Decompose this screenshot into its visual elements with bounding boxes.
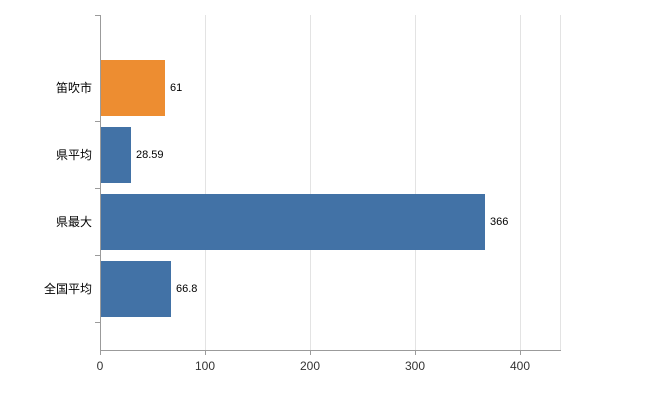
gridline — [415, 15, 416, 350]
bar — [101, 261, 171, 317]
bar-value-label: 28.59 — [136, 149, 164, 161]
y-axis-tick — [95, 188, 100, 189]
gridline — [205, 15, 206, 350]
x-axis-tick — [520, 350, 521, 355]
gridline — [520, 15, 521, 350]
bar — [101, 127, 131, 183]
x-tick-label: 100 — [194, 359, 216, 373]
gridline — [310, 15, 311, 350]
bar-value-label: 66.8 — [176, 283, 198, 295]
x-tick-label: 0 — [96, 359, 104, 373]
bar — [101, 60, 165, 116]
x-tick-label: 200 — [299, 359, 321, 373]
x-axis-tick — [205, 350, 206, 355]
y-axis-tick — [95, 121, 100, 122]
plot-right-border — [560, 15, 561, 350]
x-axis-tick — [415, 350, 416, 355]
bar-value-label: 366 — [490, 216, 509, 228]
y-axis-tick — [95, 15, 100, 16]
category-label: 県平均 — [55, 148, 92, 162]
x-tick-label: 400 — [509, 359, 531, 373]
category-label: 全国平均 — [43, 282, 92, 296]
y-axis-line — [100, 15, 101, 351]
category-label: 県最大 — [55, 215, 92, 229]
x-axis-tick — [310, 350, 311, 355]
y-axis-tick — [95, 322, 100, 323]
bar-value-label: 61 — [170, 82, 183, 94]
x-axis-line — [100, 350, 561, 351]
bar — [101, 194, 485, 250]
category-label: 笛吹市 — [55, 81, 92, 95]
y-axis-tick — [95, 255, 100, 256]
x-axis-tick — [100, 350, 101, 355]
x-tick-label: 300 — [404, 359, 426, 373]
